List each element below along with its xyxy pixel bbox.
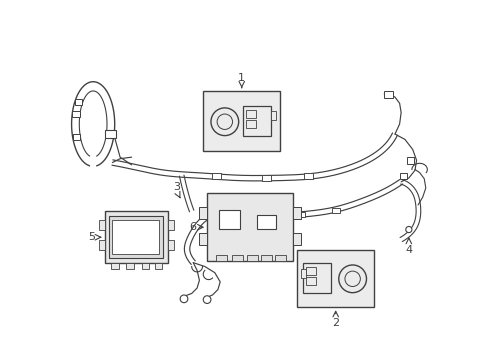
Bar <box>293 233 301 245</box>
Bar <box>243 106 270 136</box>
Circle shape <box>405 226 411 233</box>
Bar <box>111 264 118 269</box>
Bar <box>261 255 271 261</box>
Bar <box>306 267 315 275</box>
Bar <box>384 91 393 98</box>
Bar <box>104 130 115 138</box>
Bar <box>99 240 104 249</box>
Bar <box>274 255 285 261</box>
Bar <box>231 255 242 261</box>
Bar <box>216 255 226 261</box>
Bar <box>154 264 162 269</box>
Bar <box>297 212 305 217</box>
Text: 3: 3 <box>172 182 180 192</box>
Bar <box>407 157 413 164</box>
Bar <box>246 120 255 128</box>
Text: 4: 4 <box>405 245 411 255</box>
Circle shape <box>210 108 238 136</box>
Bar <box>218 210 240 229</box>
Bar <box>199 207 207 219</box>
Bar <box>126 264 134 269</box>
Bar <box>75 99 82 105</box>
Bar <box>266 212 274 217</box>
Circle shape <box>203 296 210 303</box>
Bar <box>246 255 257 261</box>
Bar <box>112 220 158 254</box>
Bar <box>104 211 167 264</box>
Bar <box>306 277 315 285</box>
Text: 2: 2 <box>331 318 339 328</box>
Circle shape <box>180 295 187 303</box>
Bar <box>399 172 406 180</box>
Circle shape <box>217 114 232 130</box>
Bar <box>304 173 313 180</box>
Text: 5: 5 <box>88 232 95 242</box>
Bar <box>297 249 373 307</box>
Circle shape <box>344 271 360 287</box>
Bar <box>303 264 330 293</box>
Text: 1: 1 <box>238 73 245 83</box>
Circle shape <box>338 265 366 293</box>
Bar <box>99 220 104 230</box>
Bar <box>167 220 174 230</box>
Bar <box>109 216 163 258</box>
Bar <box>199 233 207 245</box>
Bar <box>73 134 80 140</box>
Bar <box>261 175 270 181</box>
Bar <box>293 207 301 219</box>
Bar <box>211 173 221 180</box>
Bar <box>246 110 255 118</box>
Bar <box>257 215 275 229</box>
Bar <box>331 208 339 213</box>
Bar <box>167 240 174 249</box>
Bar <box>270 111 276 120</box>
Bar <box>142 264 149 269</box>
Bar <box>207 193 293 261</box>
Text: 6: 6 <box>189 222 196 232</box>
Bar <box>203 91 280 151</box>
Bar <box>72 111 80 117</box>
Bar <box>301 269 306 278</box>
